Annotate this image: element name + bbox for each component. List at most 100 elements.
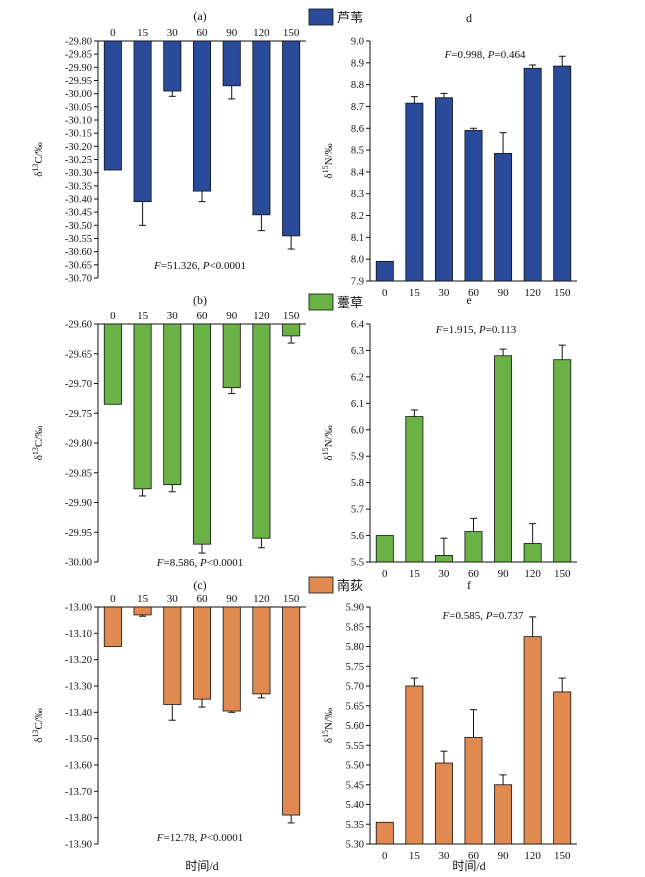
y-tick-label: -29.85 [65,50,92,61]
panel-c-nanhuo-d13c: -13.00 -13.10 -13.20 -13.30 -13.40 -13.50 -13.… [31,578,306,851]
y-tick-label: -29.80 [65,439,92,450]
y-tick-label: 5.8 [351,478,364,489]
y-tick-label: 7.9 [351,277,364,288]
bar [494,784,513,845]
x-tick-label: 0 [110,310,116,322]
bar [282,606,301,816]
y-tick-label: -29.60 [65,320,92,331]
x-tick-label: 90 [498,850,510,862]
x-tick-label: 15 [137,593,149,605]
legend-nanhuo: 南荻 [308,576,363,594]
x-tick-label: 0 [110,593,116,605]
y-tick-label: 8.5 [351,146,364,157]
bar [553,65,572,282]
x-tick-label: 90 [498,568,510,580]
y-tick-label: -30.10 [65,116,92,127]
panel-b-sedge-d13c: -29.60 -29.65 -29.70 -29.75 -29.80 -29.85 -29.… [31,293,306,569]
x-tick-label: 15 [137,27,149,39]
x-tick-label: 60 [468,568,480,580]
bar [494,152,513,282]
x-tick-label: 0 [382,850,388,862]
bar [163,606,182,705]
bar [464,531,483,563]
legend-swatch-sedge [308,293,334,311]
y-tick-label: 5.60 [346,721,364,732]
y-axis-title: δ13C/‰ [31,426,46,461]
y-tick-label: -30.55 [65,234,92,245]
y-tick-label: 5.30 [346,840,364,851]
y-tick-label: 5.5 [351,558,364,569]
bar [375,260,394,282]
y-tick-label: 5.40 [346,800,364,811]
y-tick-label: 8.6 [351,124,364,135]
bar [103,40,122,171]
legend-reed: 芦苇 [308,8,363,26]
y-tick-label: -29.80 [65,37,92,48]
x-tick-label: 90 [226,27,238,39]
bar [163,40,182,92]
bar [222,323,241,389]
y-tick-label: -30.45 [65,208,92,219]
x-axis-label-right: 时间/d [452,859,485,873]
y-axis-title: δ15N/‰ [321,708,336,743]
y-tick-label: -30.40 [65,195,92,206]
y-tick-label: 8.2 [351,211,364,222]
y-tick-label: 6.1 [351,399,364,410]
y-tick-label: -13.10 [65,629,92,640]
y-tick-label: 6.4 [351,320,365,331]
y-axis-title: δ15N/‰ [321,143,336,178]
legend-label-reed: 芦苇 [337,10,363,25]
bar [133,40,152,203]
y-tick-label: 5.65 [346,701,364,712]
x-tick-label: 90 [226,593,238,605]
x-tick-label: 120 [524,568,541,580]
x-tick-label: 0 [382,287,388,299]
y-tick-label: 5.6 [351,531,364,542]
stat-annotation: F=51.326, P<0.0001 [153,260,246,272]
x-tick-label: 150 [554,568,571,580]
y-tick-label: -30.50 [65,221,92,232]
y-tick-label: 8.7 [351,102,364,113]
bar [252,40,271,216]
y-tick-label: -13.90 [65,840,92,851]
bar [523,636,542,845]
y-tick-label: -29.95 [65,76,92,87]
y-tick-label: 5.70 [346,682,364,693]
y-tick-label: -29.90 [65,498,92,509]
bar [192,606,212,700]
x-tick-label: 60 [197,310,209,322]
bar [464,736,483,845]
panel-label: (a) [193,9,206,23]
bar [282,40,301,237]
bar [494,355,513,563]
x-tick-label: 90 [226,310,238,322]
x-tick-label: 30 [438,287,450,299]
bar [553,691,572,845]
y-tick-label: -30.05 [65,102,92,113]
x-tick-label: 0 [382,568,388,580]
y-axis-title: δ13C/‰ [31,142,46,177]
y-tick-label: -30.15 [65,129,92,140]
bar [192,40,212,192]
bar [434,762,453,845]
y-tick-label: 5.85 [346,622,364,633]
y-tick-label: 5.9 [351,452,364,463]
bar [133,323,152,490]
x-tick-label: 150 [554,850,571,862]
y-tick-label: -30.20 [65,142,92,153]
bar [103,606,122,647]
y-tick-label: -30.00 [65,558,92,569]
y-tick-label: -13.50 [65,734,92,745]
x-tick-label: 120 [524,287,541,299]
y-tick-label: 5.55 [346,741,364,752]
y-tick-label: -13.40 [65,708,92,719]
legend-swatch-reed [308,8,334,26]
y-tick-label: 5.80 [346,642,364,653]
bar [133,606,152,616]
y-tick-label: 8.1 [351,233,364,244]
x-tick-label: 15 [137,310,149,322]
stat-annotation: F=0.585, P=0.737 [442,610,524,622]
bar [523,543,542,563]
bar [163,323,182,486]
y-tick-label: 6.0 [351,425,364,436]
